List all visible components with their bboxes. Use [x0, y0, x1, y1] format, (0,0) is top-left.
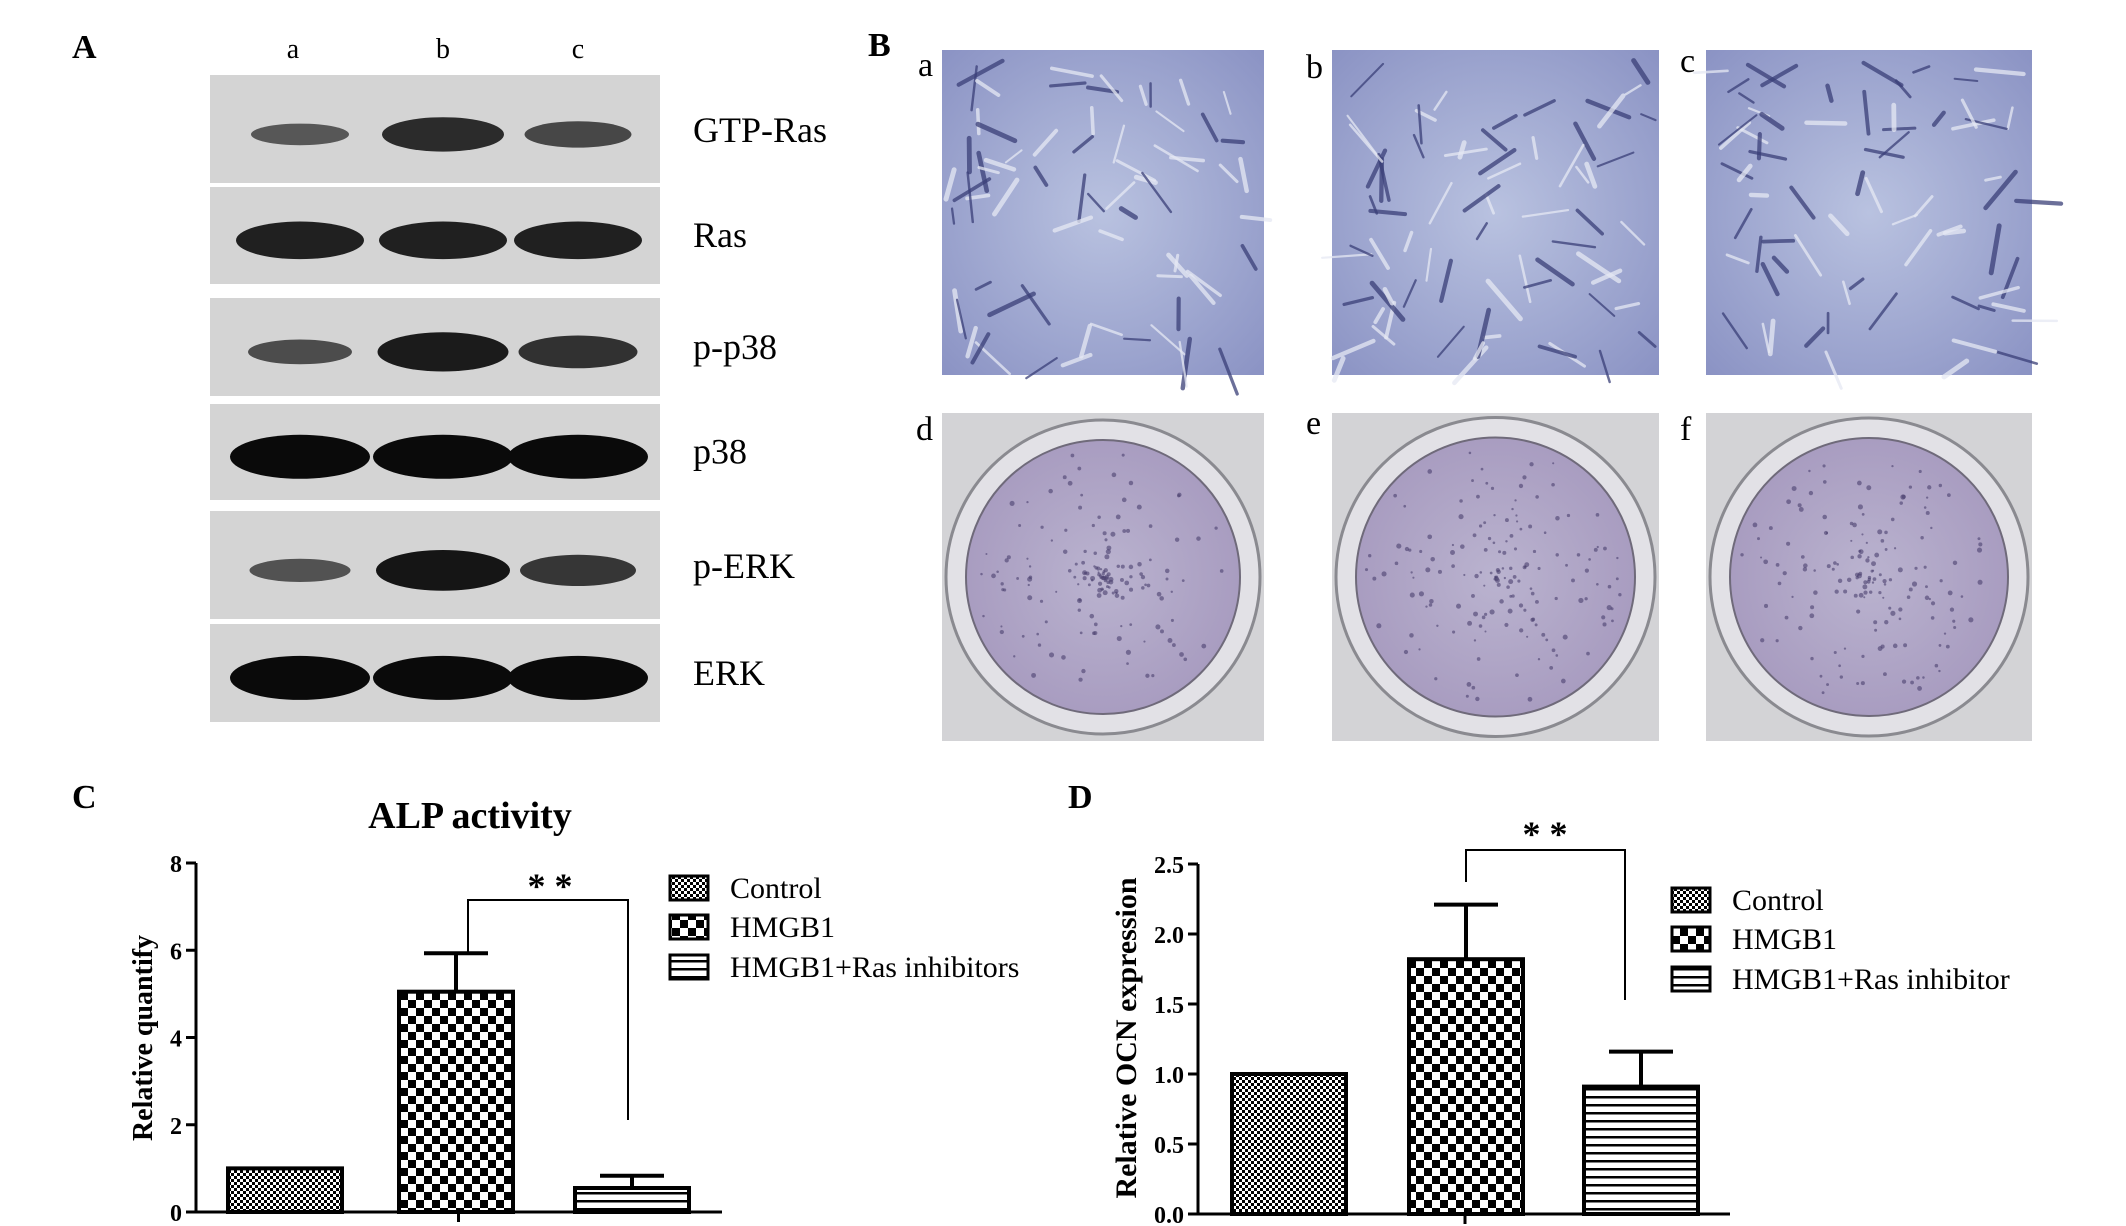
legend-swatch-ras-inhibitor — [1670, 965, 1712, 993]
blot-band — [230, 434, 370, 479]
lane-label-a: a — [287, 34, 300, 65]
blot-strip-p-erk: p-ERK — [210, 511, 795, 619]
legend-label-control: Control — [730, 872, 822, 905]
micro-label-b: b — [1306, 49, 1323, 86]
micro-label-a: a — [918, 47, 933, 84]
western-blot-panel: a b c GTP-Ras Ras p-p38 p38 p-ERK ERK — [210, 34, 827, 722]
y-tick-label: 8 — [170, 852, 182, 878]
lane-label-b: b — [436, 34, 450, 65]
blot-label: p-ERK — [693, 546, 795, 586]
blot-band — [373, 434, 513, 479]
y-tick-label: 0.5 — [1154, 1133, 1184, 1159]
culture-well-image — [942, 413, 1264, 741]
blot-label: p-p38 — [693, 327, 777, 367]
legend-label-hmgb1: HMGB1 — [730, 911, 835, 944]
bar — [1230, 1072, 1348, 1216]
well-label-d: d — [916, 411, 933, 448]
legend-swatch-control — [1670, 886, 1712, 914]
y-tick-label: 1.0 — [1154, 1063, 1184, 1089]
chart-d-ylabel: Relative OCN expression — [1110, 877, 1143, 1198]
blot-strip-p38: p38 — [210, 404, 747, 500]
blot-band — [524, 121, 632, 148]
lane-label-c: c — [572, 34, 584, 65]
well-label-e: e — [1306, 405, 1321, 442]
ocn-expression-chart: Relative OCN expression * * 0.0 0.5 1.0 1.5… — [1110, 814, 2010, 1226]
micro-label-c: c — [1680, 43, 1695, 80]
blot-strip-gtp-ras: GTP-Ras — [210, 75, 827, 183]
legend-swatch-ras-inhibitors — [668, 953, 710, 981]
chart-c-ylabel: Relative quantify — [128, 935, 159, 1141]
alp-activity-chart: ALP activity Relative quantify * * 02468… — [128, 795, 1019, 1226]
blot-band — [376, 550, 510, 591]
panel-label-b: B — [868, 27, 891, 64]
legend-label-ras-inhibitor: HMGB1+Ras inhibitor — [1732, 963, 2010, 996]
panel-label-a: A — [72, 29, 97, 66]
blot-band — [249, 558, 351, 583]
culture-well-image — [1706, 413, 2032, 741]
blot-band — [236, 221, 364, 260]
y-tick-label: 2 — [170, 1114, 182, 1140]
blot-label: ERK — [693, 653, 765, 693]
bar — [226, 1166, 344, 1214]
blot-label: GTP-Ras — [693, 110, 827, 150]
micrograph-image — [942, 50, 1273, 396]
blot-band — [230, 655, 370, 700]
bar — [1407, 957, 1525, 1217]
chart-c-title: ALP activity — [368, 795, 572, 837]
chart-d-legend: Control HMGB1 HMGB1+Ras inhibitor — [1670, 884, 2010, 996]
y-tick-label: 0.0 — [1154, 1203, 1184, 1226]
legend-swatch-control — [668, 874, 710, 902]
blot-band — [377, 332, 509, 372]
significance-bracket — [467, 899, 629, 1120]
legend-swatch-hmgb1 — [1670, 925, 1712, 953]
blot-band — [382, 117, 504, 152]
bar — [1582, 1084, 1700, 1216]
blot-label: Ras — [693, 215, 747, 255]
staining-image-panel: a b c d e f — [916, 43, 2064, 741]
bar — [573, 1186, 691, 1214]
y-tick-label: 4 — [170, 1027, 182, 1053]
legend-label-hmgb1: HMGB1 — [1732, 923, 1837, 956]
blot-band — [379, 221, 507, 260]
significance-bracket — [1465, 849, 1626, 1000]
blot-band — [251, 123, 349, 146]
panel-label-c: C — [72, 779, 97, 816]
y-tick-label: 0 — [170, 1201, 182, 1226]
blot-band — [520, 554, 636, 587]
chart-d-significance: * * — [1523, 814, 1568, 854]
blot-band — [518, 335, 638, 369]
blot-band — [508, 434, 648, 479]
micrograph-image — [1693, 50, 2064, 390]
blot-band — [373, 655, 513, 700]
chart-c-legend: Control HMGB1 HMGB1+Ras inhibitors — [668, 872, 1019, 984]
blot-band — [248, 339, 352, 365]
y-tick-label: 2.0 — [1154, 923, 1184, 949]
blot-label: p38 — [693, 432, 747, 472]
y-tick-label: 2.5 — [1154, 853, 1184, 879]
culture-well-image — [1332, 413, 1659, 741]
bar — [397, 989, 515, 1214]
y-tick-label: 1.5 — [1154, 993, 1184, 1019]
y-tick-label: 6 — [170, 939, 182, 965]
blot-strip-p-p38: p-p38 — [210, 298, 777, 396]
panel-label-d: D — [1068, 779, 1093, 816]
micrograph-image — [1321, 50, 1659, 386]
well-label-f: f — [1680, 411, 1692, 448]
legend-label-ras-inhibitors: HMGB1+Ras inhibitors — [730, 951, 1019, 984]
legend-label-control: Control — [1732, 884, 1824, 917]
blot-band — [514, 221, 642, 260]
blot-strip-ras: Ras — [210, 187, 747, 284]
blot-band — [508, 655, 648, 700]
legend-swatch-hmgb1 — [668, 913, 710, 941]
blot-strip-erk: ERK — [210, 624, 765, 722]
